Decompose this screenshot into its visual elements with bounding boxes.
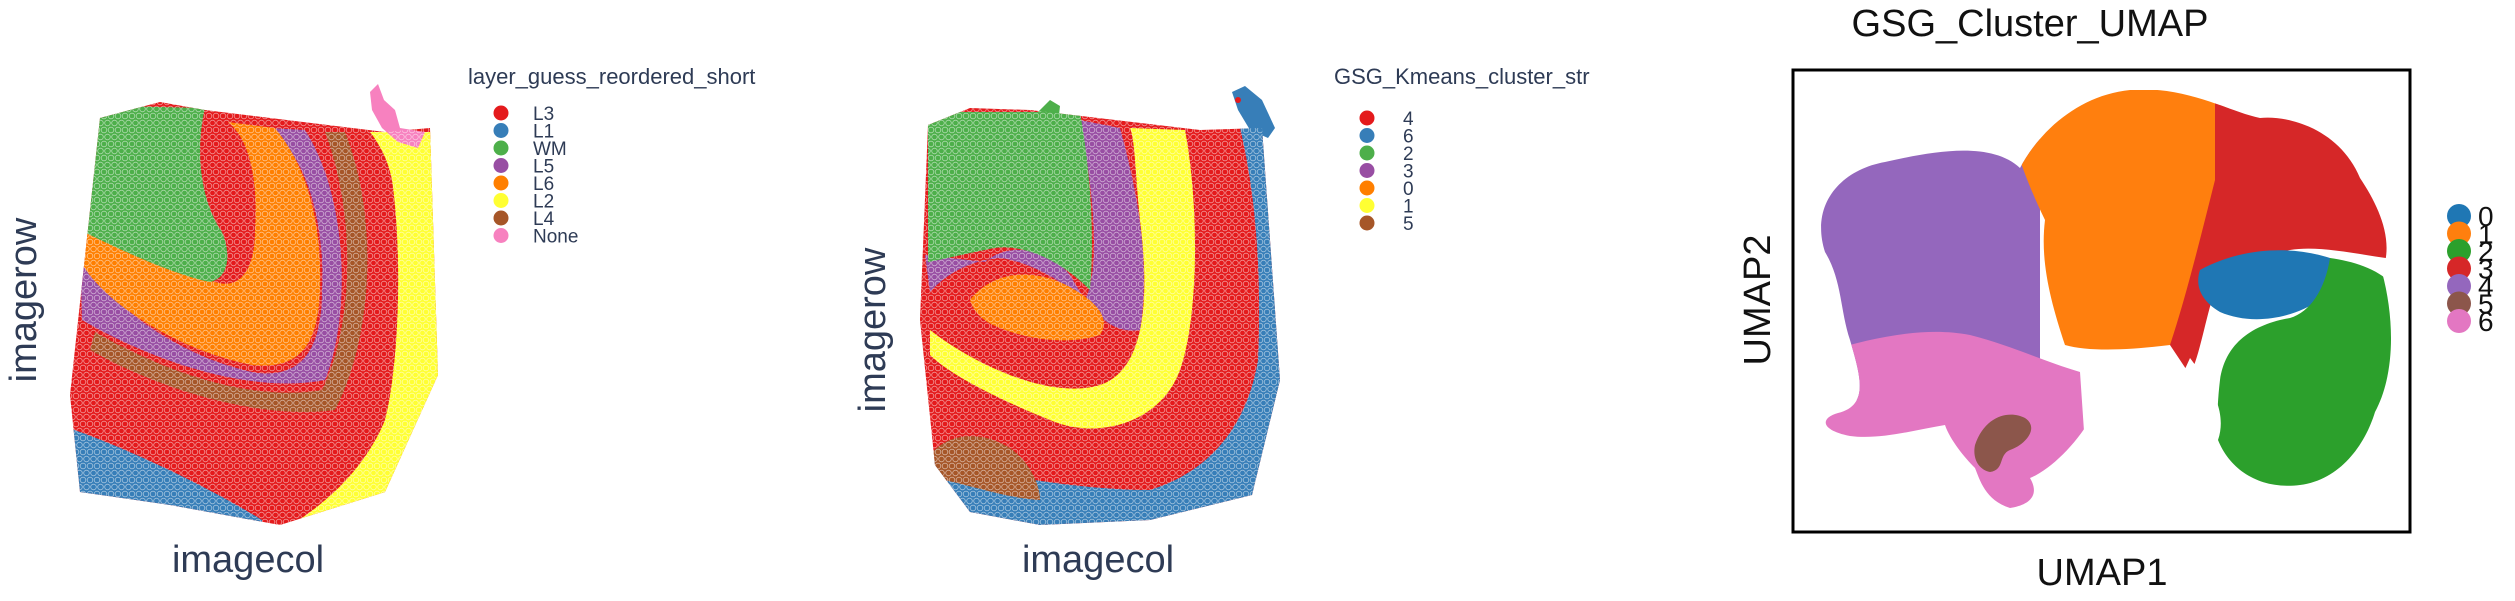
legend-marker bbox=[2447, 256, 2471, 281]
panel1-xlabel: imagecol bbox=[172, 539, 324, 581]
legend-marker bbox=[493, 193, 509, 208]
legend-label: 2 bbox=[1403, 144, 1414, 165]
panel2-xlabel: imagecol bbox=[1022, 539, 1174, 581]
umap-cluster-0-region bbox=[2198, 250, 2344, 320]
umap-ylabel: UMAP2 bbox=[1737, 235, 1779, 366]
umap-scatter bbox=[1821, 89, 2392, 509]
legend-label: 5 bbox=[2478, 289, 2494, 320]
legend-label: L4 bbox=[533, 209, 555, 230]
legend-marker bbox=[1359, 163, 1375, 178]
panel1-legend: layer_guess_reordered_short L3L1WML5L6L2… bbox=[468, 64, 755, 248]
legend-label: L1 bbox=[533, 122, 554, 143]
legend-marker bbox=[2447, 221, 2471, 246]
legend-marker bbox=[1359, 145, 1375, 161]
legend-marker bbox=[1359, 128, 1375, 143]
legend-marker bbox=[1359, 110, 1375, 126]
panel2-region-2-nub bbox=[1038, 100, 1060, 124]
legend-marker bbox=[493, 123, 509, 138]
panel1-legend-title: layer_guess_reordered_short bbox=[468, 64, 755, 89]
panel1-tissue-plot bbox=[70, 102, 438, 525]
legend-marker bbox=[1359, 180, 1375, 196]
legend-label: L5 bbox=[533, 157, 554, 178]
legend-marker bbox=[493, 158, 509, 173]
legend-label: 3 bbox=[2478, 254, 2494, 285]
panel1-region-l2 bbox=[262, 132, 438, 525]
legend-marker bbox=[2447, 291, 2471, 316]
panel1-ylabel: imagerow bbox=[3, 217, 45, 382]
panel2-legend-title: GSG_Kmeans_cluster_str bbox=[1334, 64, 1590, 89]
legend-label: 3 bbox=[1403, 162, 1414, 183]
legend-marker bbox=[2447, 274, 2471, 298]
legend-label: L3 bbox=[533, 104, 554, 125]
legend-label: 6 bbox=[2478, 306, 2494, 337]
umap-cluster-1-region bbox=[2020, 90, 2230, 350]
legend-marker bbox=[493, 210, 509, 226]
panel2-region-1 bbox=[930, 128, 1196, 429]
legend-label: 4 bbox=[1403, 109, 1414, 130]
legend-label: 1 bbox=[1403, 197, 1414, 218]
panel2-spot-red-top bbox=[1235, 97, 1241, 103]
legend-label: 6 bbox=[1403, 127, 1414, 148]
panel1-region-wm bbox=[70, 105, 228, 282]
legend-label: 4 bbox=[2478, 271, 2494, 302]
legend-label: 0 bbox=[2478, 201, 2494, 232]
umap-cluster-2-region bbox=[2210, 258, 2392, 509]
legend-label: 1 bbox=[2478, 219, 2494, 250]
legend-label: None bbox=[533, 227, 578, 248]
legend-marker bbox=[1359, 215, 1375, 231]
legend-label: L2 bbox=[533, 192, 554, 213]
legend-marker bbox=[2447, 309, 2471, 333]
umap-cluster-3-region bbox=[2170, 90, 2392, 375]
umap-title: GSG_Cluster_UMAP bbox=[1852, 3, 2209, 45]
legend-marker bbox=[2447, 239, 2471, 263]
umap-cluster-5-region bbox=[1974, 414, 2032, 472]
panel1-region-none bbox=[370, 84, 425, 148]
panel2-region-2 bbox=[928, 112, 1092, 290]
legend-label: 2 bbox=[2478, 236, 2494, 267]
legend-label: 0 bbox=[1403, 179, 1414, 200]
legend-marker bbox=[1359, 198, 1375, 213]
umap-xlabel: UMAP1 bbox=[2037, 552, 2168, 594]
legend-marker bbox=[2447, 204, 2471, 228]
panel2-ylabel: imagerow bbox=[852, 247, 894, 412]
legend-label: 5 bbox=[1403, 214, 1414, 235]
legend-label: WM bbox=[533, 139, 567, 160]
legend-marker bbox=[493, 105, 509, 121]
legend-marker bbox=[493, 175, 509, 191]
legend-marker bbox=[493, 228, 509, 243]
panel2-region-6-top bbox=[1232, 86, 1275, 138]
legend-label: L6 bbox=[533, 174, 554, 195]
legend-marker bbox=[493, 140, 509, 156]
